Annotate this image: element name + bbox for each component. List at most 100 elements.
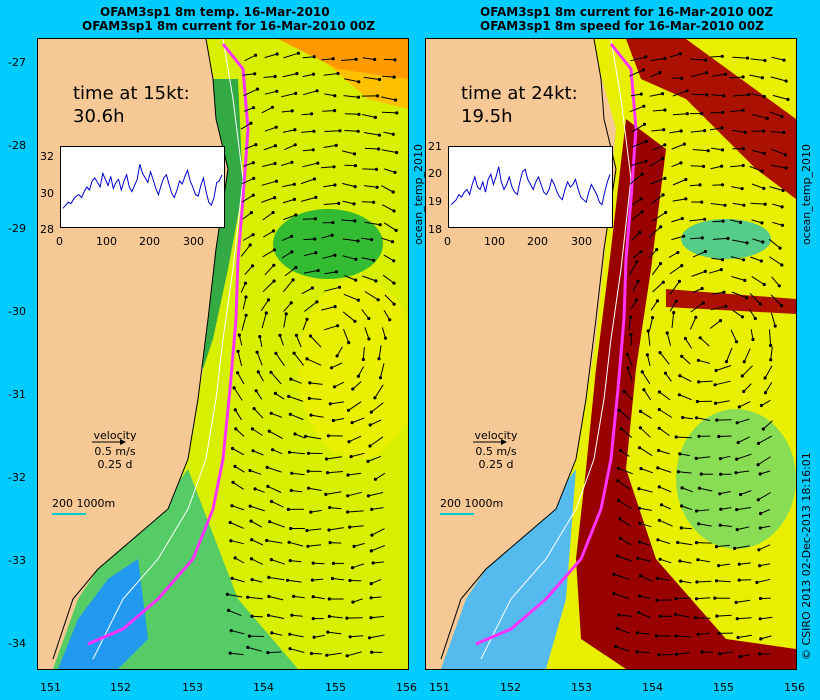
- current-vector: [681, 355, 691, 365]
- current-vector: [256, 352, 263, 366]
- current-vector: [628, 317, 632, 331]
- current-vector: [267, 651, 282, 654]
- current-vector-head: [756, 498, 760, 502]
- current-vector-head: [702, 164, 706, 168]
- current-vector-head: [275, 52, 279, 56]
- current-vector: [771, 56, 785, 61]
- current-vector-head: [746, 93, 750, 97]
- current-vector: [279, 335, 284, 346]
- current-vector: [241, 315, 247, 331]
- current-vector: [263, 145, 276, 151]
- current-vector: [321, 306, 336, 311]
- current-vector-head: [272, 248, 276, 252]
- current-vector-head: [390, 240, 395, 244]
- current-vector: [770, 164, 787, 169]
- current-vector-head: [735, 528, 739, 532]
- current-vector-head: [753, 316, 757, 321]
- current-vector: [313, 596, 325, 600]
- current-vector-head: [376, 94, 380, 98]
- current-vector-head: [367, 636, 372, 640]
- current-vector-head: [674, 435, 678, 439]
- current-vector-head: [720, 148, 725, 152]
- current-vector: [252, 428, 263, 436]
- right-scale-label: 200 1000m: [440, 497, 504, 510]
- right-inset-svg: [450, 166, 611, 206]
- current-vector-head: [740, 187, 744, 191]
- current-vector-head: [642, 104, 646, 108]
- current-vector-head: [335, 354, 339, 358]
- current-vector-head: [348, 525, 352, 529]
- current-vector: [375, 472, 386, 480]
- current-vector: [234, 409, 242, 421]
- current-vector: [681, 505, 693, 511]
- current-vector: [764, 365, 773, 379]
- current-vector: [712, 291, 724, 295]
- left-warm-tongue: [278, 39, 408, 79]
- current-vector-head: [326, 471, 330, 475]
- current-vector-head: [246, 595, 250, 599]
- current-vector-head: [758, 652, 762, 656]
- current-vector: [750, 202, 766, 205]
- current-vector-head: [676, 540, 680, 545]
- current-vector-head: [696, 358, 700, 362]
- current-vector: [657, 539, 671, 545]
- current-vector: [760, 616, 773, 620]
- current-vector: [362, 275, 377, 282]
- current-vector: [232, 448, 245, 456]
- current-vector: [637, 557, 652, 562]
- current-vector-head: [354, 257, 358, 261]
- current-vector-head: [718, 523, 722, 527]
- current-vector-head: [392, 259, 396, 263]
- current-vector-head: [679, 526, 683, 530]
- current-vector-head: [658, 557, 662, 561]
- current-vector-head: [680, 504, 684, 508]
- current-vector: [672, 179, 686, 186]
- current-vector-head: [659, 225, 663, 229]
- current-vector-head: [356, 95, 361, 99]
- current-vector-head: [293, 432, 297, 436]
- current-vector: [617, 480, 631, 490]
- current-vector-head: [663, 108, 667, 112]
- current-vector: [280, 161, 293, 166]
- current-vector-head: [311, 617, 315, 621]
- current-vector: [681, 527, 693, 530]
- current-vector-head: [781, 188, 785, 193]
- current-vector: [619, 518, 632, 528]
- current-vector: [247, 646, 262, 652]
- current-vector-head: [230, 446, 235, 451]
- current-vector-head: [769, 343, 773, 348]
- current-vector-head: [742, 258, 746, 262]
- current-vector: [235, 428, 245, 437]
- current-vector: [383, 254, 394, 262]
- current-vector-head: [248, 243, 252, 247]
- current-vector-head: [369, 616, 373, 620]
- current-vector: [672, 113, 688, 116]
- current-vector: [240, 282, 246, 293]
- current-vector: [651, 194, 664, 205]
- current-vector-head: [316, 161, 320, 165]
- current-vector-head: [348, 635, 352, 639]
- current-vector: [382, 75, 395, 78]
- current-vector-head: [640, 370, 644, 374]
- current-vector: [232, 481, 244, 490]
- current-vector-head: [330, 233, 334, 237]
- current-vector: [615, 646, 630, 652]
- current-vector-head: [288, 559, 292, 563]
- current-vector-head: [267, 613, 271, 618]
- current-vector: [361, 257, 374, 261]
- current-vector: [301, 287, 313, 295]
- current-vector: [621, 428, 633, 438]
- left-inset-xtick-0: 0: [56, 235, 63, 248]
- current-vector-head: [293, 128, 297, 132]
- current-vector: [343, 329, 350, 343]
- current-vector: [739, 654, 751, 658]
- current-vector: [306, 358, 322, 366]
- current-vector: [652, 109, 665, 112]
- current-vector: [618, 409, 631, 420]
- current-vector-head: [629, 315, 633, 319]
- current-vector: [770, 294, 782, 306]
- current-vector: [364, 147, 379, 150]
- current-vector-head: [228, 520, 232, 525]
- current-vector-head: [782, 130, 786, 135]
- current-vector-head: [369, 582, 373, 586]
